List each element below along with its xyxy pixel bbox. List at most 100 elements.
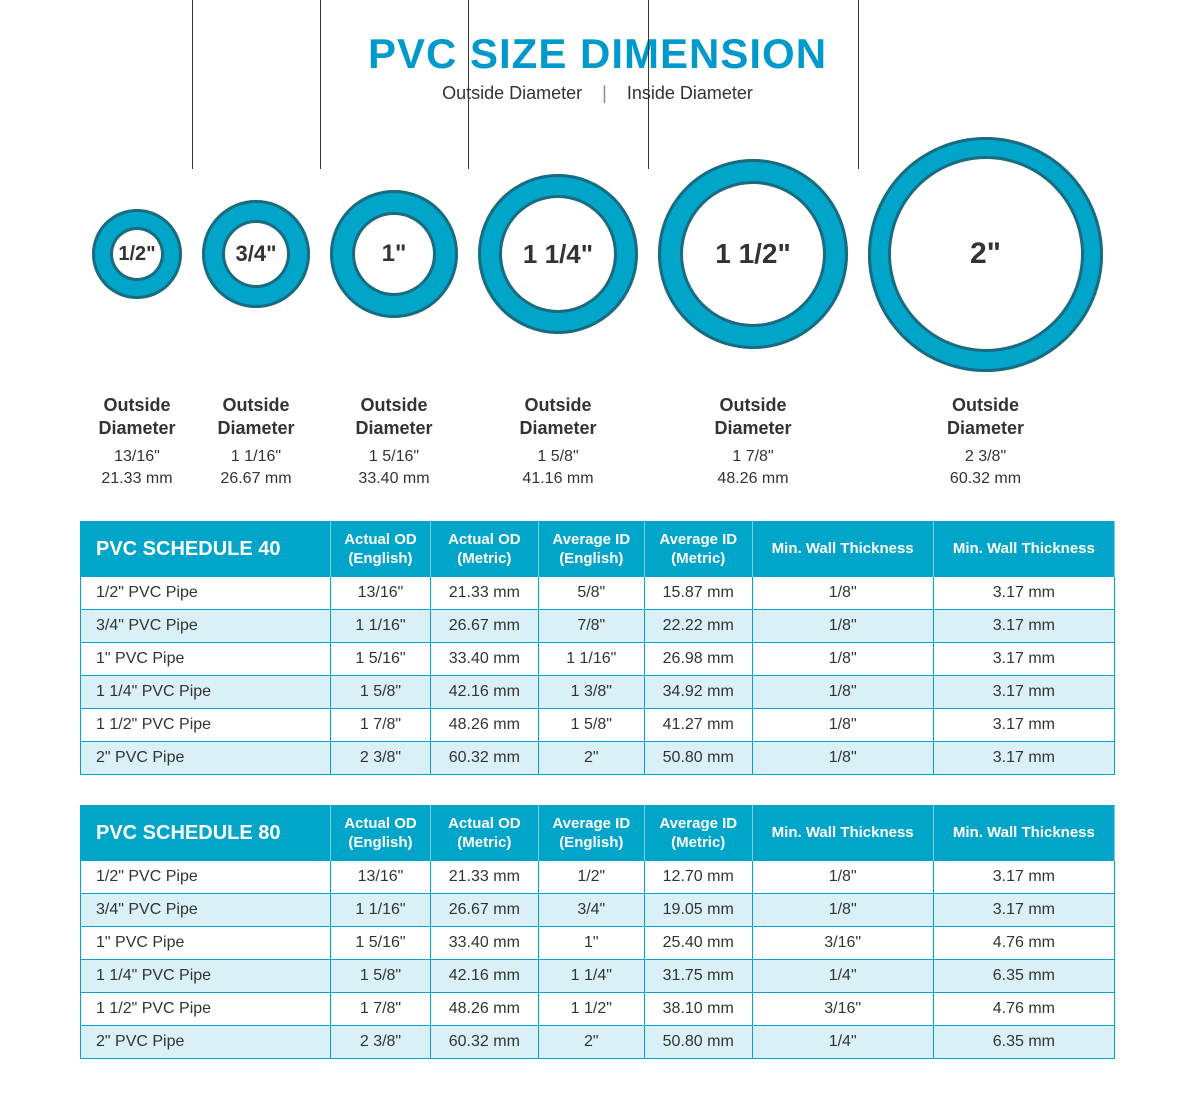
table-cell: 1/8": [752, 642, 933, 675]
ring-od-label: OutsideDiameter: [98, 394, 175, 441]
table-cell: 31.75 mm: [644, 959, 752, 992]
table-title: PVC SCHEDULE 40: [81, 521, 331, 577]
table-cell: 3.17 mm: [933, 708, 1114, 741]
table-cell: 2": [538, 741, 644, 774]
table-cell: 50.80 mm: [644, 1025, 752, 1058]
table-cell: 1/2" PVC Pipe: [81, 577, 331, 610]
table-cell: 1/2": [538, 861, 644, 894]
ring-od-dims: 1 5/8"41.16 mm: [522, 446, 593, 491]
table-cell: 26.98 mm: [644, 642, 752, 675]
page-title: PVC SIZE DIMENSION: [20, 30, 1175, 78]
table-cell: 38.10 mm: [644, 992, 752, 1025]
table-cell: 2" PVC Pipe: [81, 741, 331, 774]
table-row: 1" PVC Pipe1 5/16"33.40 mm1 1/16"26.98 m…: [81, 642, 1115, 675]
pvc-schedule-table: PVC SCHEDULE 40Actual OD(English)Actual …: [80, 521, 1115, 775]
table-cell: 5/8": [538, 577, 644, 610]
table-column-header: Min. Wall Thickness: [933, 521, 1114, 577]
table-cell: 15.87 mm: [644, 577, 752, 610]
table-cell: 3/4" PVC Pipe: [81, 609, 331, 642]
table-cell: 1 1/16": [331, 893, 431, 926]
table-cell: 6.35 mm: [933, 959, 1114, 992]
table-row: 1 1/2" PVC Pipe1 7/8"48.26 mm1 5/8"41.27…: [81, 708, 1115, 741]
table-cell: 1/8": [752, 577, 933, 610]
table-cell: 3.17 mm: [933, 642, 1114, 675]
table-column-header: Actual OD(Metric): [430, 521, 538, 577]
table-row: 1 1/4" PVC Pipe1 5/8"42.16 mm1 1/4"31.75…: [81, 959, 1115, 992]
table-cell: 1 7/8": [331, 992, 431, 1025]
ring-od-label: OutsideDiameter: [519, 394, 596, 441]
pipe-ring-cell: 1 1/4" OutsideDiameter 1 5/8"41.16 mm: [478, 134, 638, 491]
pipe-ring-label: 1 1/4": [502, 198, 614, 310]
table-cell: 1 1/4" PVC Pipe: [81, 675, 331, 708]
pipe-ring-icon: 3/4": [202, 200, 310, 308]
table-row: 1/2" PVC Pipe13/16"21.33 mm5/8"15.87 mm1…: [81, 577, 1115, 610]
table-column-header: Min. Wall Thickness: [933, 805, 1114, 861]
table-row: 1" PVC Pipe1 5/16"33.40 mm1"25.40 mm3/16…: [81, 926, 1115, 959]
table-cell: 3/4": [538, 893, 644, 926]
pipe-ring-icon: 1/2": [92, 209, 182, 299]
pipe-ring-icon: 1 1/2": [658, 159, 848, 349]
table-cell: 12.70 mm: [644, 861, 752, 894]
table-cell: 25.40 mm: [644, 926, 752, 959]
table-cell: 1": [538, 926, 644, 959]
table-cell: 19.05 mm: [644, 893, 752, 926]
pipe-ring-label: 2": [891, 159, 1081, 349]
table-cell: 1" PVC Pipe: [81, 926, 331, 959]
table-cell: 1 1/4" PVC Pipe: [81, 959, 331, 992]
pipe-ring-cell: 2" OutsideDiameter 2 3/8"60.32 mm: [868, 134, 1103, 491]
table-cell: 1 5/16": [331, 926, 431, 959]
table-cell: 1/8": [752, 609, 933, 642]
table-cell: 21.33 mm: [430, 577, 538, 610]
table-cell: 60.32 mm: [430, 741, 538, 774]
pipe-ring-cell: 1/2"OutsideDiameter13/16"21.33 mm: [92, 134, 182, 491]
table-column-header: Average ID(Metric): [644, 805, 752, 861]
table-cell: 48.26 mm: [430, 708, 538, 741]
table-cell: 3.17 mm: [933, 577, 1114, 610]
pipe-ring-cell: 1 1/2"OutsideDiameter1 7/8"48.26 mm: [658, 134, 848, 491]
table-cell: 3.17 mm: [933, 741, 1114, 774]
table-cell: 13/16": [331, 577, 431, 610]
table-title: PVC SCHEDULE 80: [81, 805, 331, 861]
table-cell: 1/4": [752, 959, 933, 992]
ring-od-dims: 2 3/8"60.32 mm: [950, 446, 1021, 491]
table-cell: 13/16": [331, 861, 431, 894]
table-cell: 1 5/16": [331, 642, 431, 675]
table-cell: 3.17 mm: [933, 893, 1114, 926]
pvc-schedule-table: PVC SCHEDULE 80Actual OD(English)Actual …: [80, 805, 1115, 1059]
table-cell: 1 1/2" PVC Pipe: [81, 708, 331, 741]
table-column-header: Actual OD(English): [331, 805, 431, 861]
table-row: 1/2" PVC Pipe13/16"21.33 mm1/2"12.70 mm1…: [81, 861, 1115, 894]
table-column-header: Min. Wall Thickness: [752, 805, 933, 861]
table-cell: 26.67 mm: [430, 893, 538, 926]
table-cell: 50.80 mm: [644, 741, 752, 774]
table-cell: 22.22 mm: [644, 609, 752, 642]
table-cell: 1/8": [752, 861, 933, 894]
pipe-ring-label: 3/4": [225, 223, 287, 285]
table-cell: 6.35 mm: [933, 1025, 1114, 1058]
subtitle-right: Inside Diameter: [627, 83, 753, 103]
table-column-header: Average ID(Metric): [644, 521, 752, 577]
table-cell: 2" PVC Pipe: [81, 1025, 331, 1058]
table-cell: 2 3/8": [331, 1025, 431, 1058]
pipe-ring-icon: 1 1/4": [478, 174, 638, 334]
ring-od-label: OutsideDiameter: [947, 394, 1024, 441]
pipe-ring-icon: 1": [330, 190, 458, 318]
ring-od-dims: 1 5/16"33.40 mm: [358, 446, 429, 491]
pipe-ring-cell: 1" OutsideDiameter 1 5/16"33.40 mm: [330, 134, 458, 491]
table-cell: 3.17 mm: [933, 861, 1114, 894]
ring-od-dims: 1 1/16"26.67 mm: [220, 446, 291, 491]
table-cell: 2 3/8": [331, 741, 431, 774]
table-row: 2" PVC Pipe2 3/8"60.32 mm2"50.80 mm1/8"3…: [81, 741, 1115, 774]
table-row: 1 1/4" PVC Pipe1 5/8"42.16 mm1 3/8"34.92…: [81, 675, 1115, 708]
table-column-header: Min. Wall Thickness: [752, 521, 933, 577]
table-cell: 1 5/8": [538, 708, 644, 741]
table-row: 2" PVC Pipe2 3/8"60.32 mm2"50.80 mm1/4"6…: [81, 1025, 1115, 1058]
table-cell: 4.76 mm: [933, 992, 1114, 1025]
table-cell: 1/2" PVC Pipe: [81, 861, 331, 894]
pipe-ring-icon: 2": [868, 137, 1103, 372]
table-cell: 1 1/4": [538, 959, 644, 992]
table-cell: 34.92 mm: [644, 675, 752, 708]
subtitle: Outside Diameter | Inside Diameter: [20, 83, 1175, 104]
ring-od-label: OutsideDiameter: [355, 394, 432, 441]
subtitle-separator: |: [602, 83, 607, 103]
